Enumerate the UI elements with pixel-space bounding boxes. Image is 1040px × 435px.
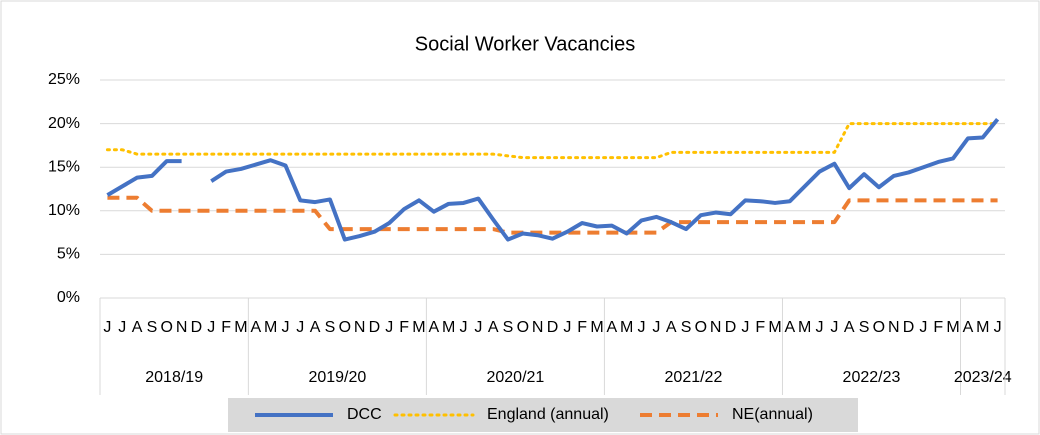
series-line bbox=[107, 195, 998, 235]
x-tick-label: J bbox=[816, 319, 824, 336]
x-tick-label: O bbox=[695, 319, 707, 336]
x-tick-label: N bbox=[354, 319, 366, 336]
y-tick-label: 20% bbox=[48, 115, 80, 132]
x-tick-label: J bbox=[638, 319, 646, 336]
legend-label: DCC bbox=[347, 406, 382, 423]
x-tick-label: M bbox=[768, 319, 781, 336]
x-tick-label: O bbox=[339, 319, 351, 336]
x-tick-label: N bbox=[532, 319, 544, 336]
legend-label: England (annual) bbox=[487, 406, 609, 423]
x-tick-label: A bbox=[963, 319, 974, 336]
x-tick-label: M bbox=[264, 319, 277, 336]
y-tick-label: 25% bbox=[48, 71, 80, 88]
x-tick-label: D bbox=[369, 319, 381, 336]
x-tick-label: M bbox=[412, 319, 425, 336]
chart-title: Social Worker Vacancies bbox=[415, 33, 635, 55]
x-tick-label: J bbox=[830, 319, 838, 336]
group-label: 2021/22 bbox=[665, 369, 723, 386]
x-tick-label: J bbox=[994, 319, 1002, 336]
x-tick-label: F bbox=[933, 319, 943, 336]
x-tick-label: O bbox=[517, 319, 529, 336]
x-tick-label: M bbox=[946, 319, 959, 336]
group-label: 2020/21 bbox=[486, 369, 544, 386]
x-tick-label: J bbox=[652, 319, 660, 336]
y-tick-label: 0% bbox=[57, 289, 80, 306]
x-tick-label: A bbox=[785, 319, 796, 336]
y-tick-label: 5% bbox=[57, 246, 80, 263]
x-tick-label: M bbox=[234, 319, 247, 336]
x-tick-label: A bbox=[250, 319, 261, 336]
x-tick-label: F bbox=[577, 319, 587, 336]
x-tick-label: J bbox=[281, 319, 289, 336]
x-tick-label: J bbox=[919, 319, 927, 336]
x-tick-label: S bbox=[859, 319, 870, 336]
x-tick-label: A bbox=[428, 319, 439, 336]
x-tick-label: D bbox=[547, 319, 559, 336]
x-tick-label: S bbox=[503, 319, 514, 336]
x-tick-label: J bbox=[118, 319, 126, 336]
x-tick-label: M bbox=[590, 319, 603, 336]
group-label: 2023/24 bbox=[954, 369, 1012, 386]
y-tick-label: 10% bbox=[48, 202, 80, 219]
x-tick-label: F bbox=[755, 319, 765, 336]
x-tick-label: F bbox=[221, 319, 231, 336]
x-tick-label: J bbox=[563, 319, 571, 336]
series-line bbox=[105, 122, 1000, 160]
x-tick-label: J bbox=[741, 319, 749, 336]
x-tick-label: J bbox=[385, 319, 393, 336]
x-tick-label: J bbox=[207, 319, 215, 336]
x-tick-label: M bbox=[620, 319, 633, 336]
x-tick-label: N bbox=[888, 319, 900, 336]
x-tick-label: A bbox=[607, 319, 618, 336]
x-tick-label: A bbox=[310, 319, 321, 336]
x-tick-label: S bbox=[325, 319, 336, 336]
x-tick-label: N bbox=[176, 319, 188, 336]
x-tick-label: N bbox=[710, 319, 722, 336]
x-tick-label: A bbox=[488, 319, 499, 336]
x-tick-label: S bbox=[681, 319, 692, 336]
x-tick-label: D bbox=[725, 319, 737, 336]
x-tick-label: D bbox=[903, 319, 915, 336]
x-tick-label: O bbox=[161, 319, 173, 336]
y-tick-label: 15% bbox=[48, 158, 80, 175]
x-tick-label: J bbox=[296, 319, 304, 336]
group-label: 2019/20 bbox=[308, 369, 366, 386]
x-tick-label: S bbox=[147, 319, 158, 336]
x-tick-label: A bbox=[844, 319, 855, 336]
group-label: 2022/23 bbox=[843, 369, 901, 386]
x-tick-label: J bbox=[474, 319, 482, 336]
x-tick-label: M bbox=[798, 319, 811, 336]
group-label: 2018/19 bbox=[145, 369, 203, 386]
x-tick-label: D bbox=[191, 319, 203, 336]
series-line bbox=[106, 117, 1000, 242]
x-tick-label: F bbox=[399, 319, 409, 336]
x-tick-label: M bbox=[442, 319, 455, 336]
x-tick-label: J bbox=[103, 319, 111, 336]
x-tick-label: O bbox=[873, 319, 885, 336]
legend-label: NE(annual) bbox=[732, 406, 813, 423]
x-tick-label: A bbox=[666, 319, 677, 336]
x-tick-label: A bbox=[132, 319, 143, 336]
x-tick-label: M bbox=[976, 319, 989, 336]
x-tick-label: J bbox=[459, 319, 467, 336]
